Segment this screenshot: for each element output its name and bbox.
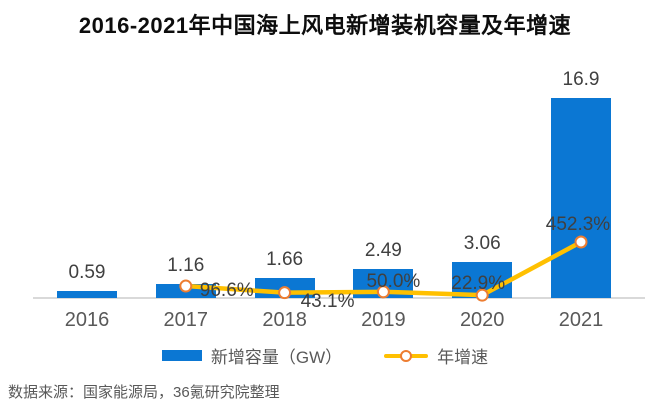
line-marker-icon xyxy=(400,349,413,362)
chart-legend: 新增容量（GW） 年增速 xyxy=(0,343,650,368)
legend-item-growth: 年增速 xyxy=(384,343,488,368)
x-axis-label-2021: 2021 xyxy=(558,309,604,331)
bar-value-label: 16.9 xyxy=(562,69,600,90)
x-axis-label-2020: 2020 xyxy=(459,309,505,331)
bar-2021 xyxy=(551,98,611,298)
bar-value-label: 3.06 xyxy=(463,232,501,254)
growth-rate-label: 22.9% xyxy=(451,273,506,295)
bar-value-label: 1.66 xyxy=(266,249,304,271)
growth-rate-label: 96.6% xyxy=(199,280,254,302)
x-axis-label-2016: 2016 xyxy=(64,309,110,331)
x-axis-label-2019: 2019 xyxy=(361,309,406,331)
bar-value-label: 1.16 xyxy=(167,255,205,277)
legend-item-capacity: 新增容量（GW） xyxy=(161,343,343,368)
line-swatch-icon xyxy=(384,349,429,362)
x-axis-label-2017: 2017 xyxy=(163,309,209,331)
legend-capacity-label: 新增容量（GW） xyxy=(210,348,343,367)
chart-title: 2016-2021年中国海上风电新增装机容量及年增速 xyxy=(78,13,572,38)
growth-rate-label: 43.1% xyxy=(300,290,355,312)
growth-rate-label: 50.0% xyxy=(366,270,421,292)
bar-swatch-icon xyxy=(161,350,202,361)
x-axis-baseline xyxy=(33,297,645,299)
x-axis-label-2018: 2018 xyxy=(262,309,307,331)
bar-2016 xyxy=(57,291,117,298)
growth-rate-label: 452.3% xyxy=(545,214,611,235)
bar-value-label: 0.59 xyxy=(68,262,106,284)
legend-growth-label: 年增速 xyxy=(437,348,489,367)
data-source-note: 数据来源：国家能源局，36氪研究院整理 xyxy=(8,384,280,401)
bar-value-label: 2.49 xyxy=(364,239,402,261)
